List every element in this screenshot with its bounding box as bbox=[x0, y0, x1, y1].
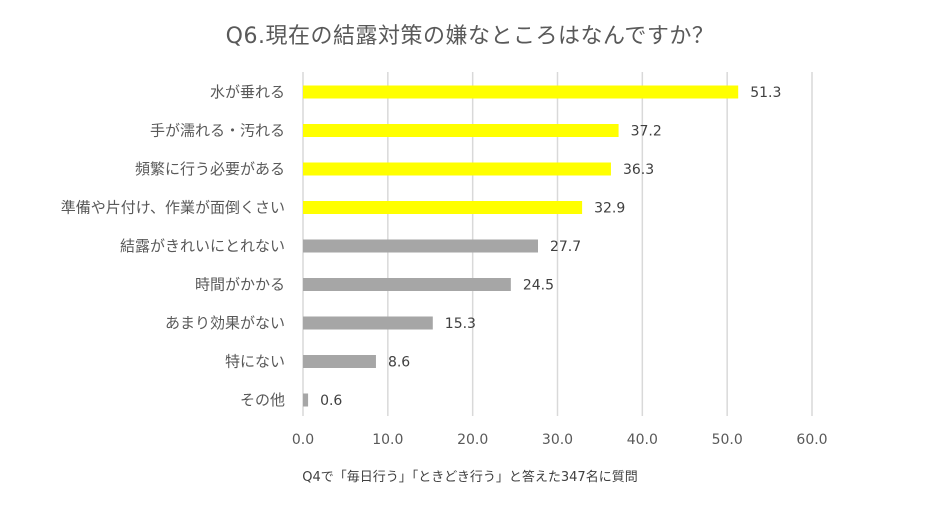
chart-title: Q6.現在の結露対策の嫌なところはなんですか？ bbox=[225, 24, 715, 49]
bar-layer bbox=[303, 85, 739, 407]
label-layer: 0.0 10.0 20.0 30.0 40.0 50.0 60.0 水が垂れる 51.3 手が濡れ… bbox=[61, 83, 828, 448]
data-label: 8.6 bbox=[388, 355, 410, 371]
bar bbox=[303, 316, 433, 330]
category-label: 頻繁に行う必要がある bbox=[135, 160, 285, 178]
x-tick-label: 10.0 bbox=[372, 432, 403, 448]
category-label: その他 bbox=[240, 391, 285, 409]
x-tick-label: 40.0 bbox=[627, 432, 658, 448]
data-label: 32.9 bbox=[594, 201, 625, 217]
category-label: 結露がきれいにとれない bbox=[120, 237, 285, 255]
bar bbox=[303, 162, 611, 176]
data-label: 37.2 bbox=[631, 124, 662, 140]
x-tick-label: 50.0 bbox=[712, 432, 743, 448]
category-label: 手が濡れる・汚れる bbox=[150, 122, 285, 140]
category-label: あまり効果がない bbox=[165, 314, 285, 332]
data-label: 0.6 bbox=[320, 393, 342, 409]
bar bbox=[303, 85, 739, 99]
data-label: 51.3 bbox=[750, 85, 781, 101]
data-label: 24.5 bbox=[523, 278, 554, 294]
category-label: 準備や片付け、作業が面倒くさい bbox=[61, 199, 285, 217]
x-tick-label: 20.0 bbox=[457, 432, 488, 448]
data-label: 15.3 bbox=[445, 316, 476, 332]
category-label: 時間がかかる bbox=[195, 276, 285, 294]
x-tick-label: 30.0 bbox=[542, 432, 573, 448]
x-tick-label: 60.0 bbox=[796, 432, 827, 448]
x-tick-label: 0.0 bbox=[292, 432, 314, 448]
bar bbox=[303, 124, 619, 137]
category-label: 水が垂れる bbox=[210, 83, 285, 101]
data-label: 27.7 bbox=[550, 239, 581, 255]
bar bbox=[303, 278, 511, 291]
chart-note: Q4で「毎日行う」「ときどき行う」と答えた347名に質問 bbox=[302, 470, 638, 485]
bar bbox=[303, 201, 583, 214]
bar bbox=[303, 239, 538, 253]
data-label: 36.3 bbox=[623, 162, 654, 178]
bar bbox=[303, 355, 376, 368]
category-label: 特にない bbox=[225, 353, 285, 371]
bar bbox=[303, 393, 309, 407]
